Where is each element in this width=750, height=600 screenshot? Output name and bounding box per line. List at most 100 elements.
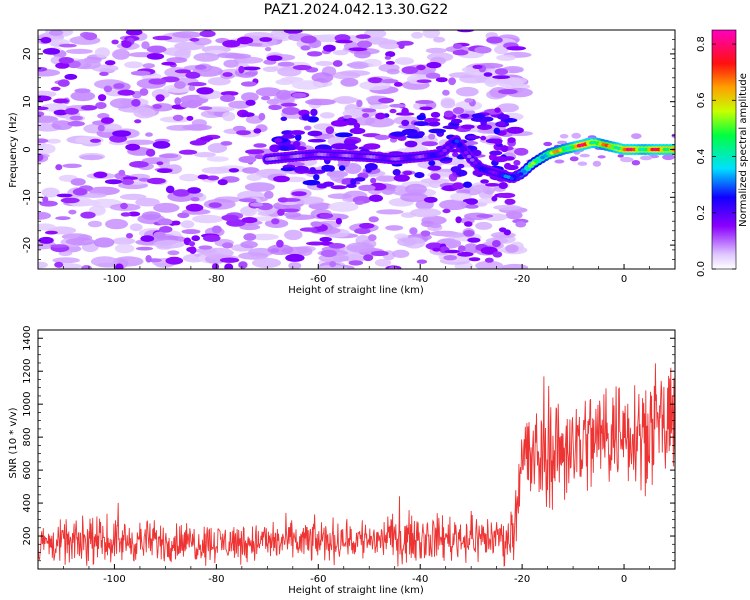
ridge-core bbox=[439, 151, 444, 156]
heatmap-blob bbox=[297, 246, 313, 256]
heatmap-blob bbox=[56, 193, 73, 198]
heatmap-blob bbox=[292, 64, 312, 71]
heatmap-blob bbox=[166, 57, 188, 64]
heatmap-blob bbox=[458, 245, 466, 253]
heatmap-blob bbox=[492, 75, 511, 79]
heatmap-blob bbox=[253, 128, 262, 134]
y-tick-label: 0 bbox=[22, 146, 33, 152]
heatmap-blob bbox=[389, 103, 406, 108]
heatmap-blob bbox=[279, 145, 290, 151]
heatmap-blob bbox=[38, 106, 49, 111]
heatmap-blob bbox=[442, 125, 459, 130]
heatmap-blob bbox=[172, 114, 184, 122]
heatmap-blob bbox=[315, 61, 334, 66]
y-tick-label: 600 bbox=[22, 461, 33, 480]
heatmap-blob bbox=[430, 111, 441, 118]
heatmap-blob bbox=[41, 187, 60, 198]
heatmap-blob bbox=[428, 133, 436, 140]
heatmap-blob bbox=[440, 98, 456, 109]
heatmap-blob bbox=[484, 77, 498, 87]
heatmap-blob bbox=[165, 185, 175, 194]
heatmap-blob bbox=[113, 83, 125, 89]
heatmap-blob bbox=[189, 246, 197, 254]
ridge-core bbox=[472, 161, 478, 165]
heatmap-blob bbox=[245, 149, 265, 155]
heatmap-blob bbox=[397, 237, 417, 247]
heatmap-blob bbox=[386, 68, 400, 75]
heatmap-blob bbox=[259, 37, 273, 42]
heatmap-blob bbox=[463, 230, 475, 237]
heatmap-blob bbox=[95, 102, 107, 109]
heatmap-blob bbox=[498, 192, 516, 199]
heatmap-blob bbox=[559, 134, 569, 139]
heatmap-blob bbox=[280, 116, 288, 122]
heatmap-blob bbox=[258, 112, 266, 121]
heatmap-blob bbox=[64, 73, 78, 80]
heatmap-blob bbox=[38, 95, 52, 102]
heatmap-blob bbox=[64, 107, 79, 115]
heatmap-blob bbox=[467, 237, 481, 243]
heatmap-blob bbox=[416, 259, 428, 264]
heatmap-blob bbox=[38, 138, 49, 143]
colorbar-ticks: 0.0 0.2 0.4 0.6 0.8 bbox=[696, 36, 736, 277]
heatmap-blob bbox=[152, 141, 171, 149]
heatmap-blob bbox=[343, 139, 359, 145]
heatmap-blob bbox=[57, 79, 70, 87]
colorbar-tick-label: 0.8 bbox=[696, 36, 707, 52]
heatmap-blob bbox=[131, 99, 141, 107]
heatmap-blob bbox=[419, 106, 433, 111]
heatmap-blob bbox=[281, 134, 296, 139]
heatmap-blob bbox=[385, 225, 404, 231]
y-tick-label: 800 bbox=[22, 428, 33, 447]
heatmap-blob bbox=[51, 120, 73, 130]
heatmap-blob bbox=[370, 250, 389, 257]
heatmap-blob bbox=[112, 49, 130, 60]
colorbar: 0.0 0.2 0.4 0.6 0.8 Normalized spectral ampl… bbox=[696, 29, 749, 277]
heatmap-blob bbox=[291, 191, 307, 197]
heatmap-blob bbox=[362, 113, 370, 118]
heatmap-blob bbox=[187, 187, 202, 194]
heatmap-blob bbox=[38, 67, 48, 72]
heatmap-blob bbox=[348, 260, 364, 266]
heatmap-blob bbox=[112, 130, 132, 137]
heatmap-blob bbox=[496, 54, 516, 61]
heatmap-blob bbox=[90, 256, 119, 267]
heatmap-blob bbox=[50, 86, 61, 91]
heatmap-blob bbox=[189, 140, 207, 146]
heatmap-blob bbox=[171, 220, 181, 226]
heatmap-blob bbox=[497, 103, 519, 113]
x-tick-label: 0 bbox=[621, 574, 627, 585]
heatmap-blob bbox=[319, 236, 333, 243]
snr-y-ticks: 200 400 600 800 1000 1200 1400 bbox=[22, 325, 675, 562]
heatmap-blob bbox=[323, 44, 336, 52]
heatmap-blob bbox=[486, 36, 503, 44]
heatmap-blob bbox=[186, 115, 194, 121]
heatmap-blob bbox=[153, 240, 185, 249]
heatmap-blob bbox=[301, 113, 310, 121]
heatmap-blob bbox=[330, 120, 349, 127]
heatmap-blob bbox=[476, 214, 494, 218]
heatmap-blob bbox=[271, 218, 280, 225]
snr-panel: -100 -80 -60 -40 -20 0 200 400 600 800 1000 1200 14… bbox=[8, 325, 676, 596]
heatmap-blob bbox=[313, 174, 320, 181]
heatmap-blob bbox=[239, 207, 255, 215]
heatmap-blob bbox=[281, 107, 300, 115]
heatmap-blob bbox=[401, 66, 419, 74]
heatmap-blob bbox=[244, 71, 258, 76]
heatmap-blob bbox=[370, 177, 377, 184]
snr-frame bbox=[37, 329, 676, 570]
heatmap-blob bbox=[197, 174, 209, 180]
heatmap-blob bbox=[266, 98, 279, 105]
heatmap-blob bbox=[295, 146, 307, 151]
heatmap-blob bbox=[312, 169, 326, 174]
heatmap-blob bbox=[187, 82, 207, 87]
ridge-core bbox=[442, 148, 448, 153]
heatmap-blob bbox=[134, 119, 142, 124]
heatmap-blob bbox=[398, 43, 405, 49]
heatmap-blob bbox=[513, 159, 521, 166]
heatmap-blob bbox=[60, 197, 80, 204]
heatmap-blob bbox=[280, 102, 298, 107]
heatmap-blob bbox=[243, 233, 257, 241]
heatmap-blob bbox=[662, 154, 675, 161]
heatmap-blob bbox=[480, 246, 498, 255]
